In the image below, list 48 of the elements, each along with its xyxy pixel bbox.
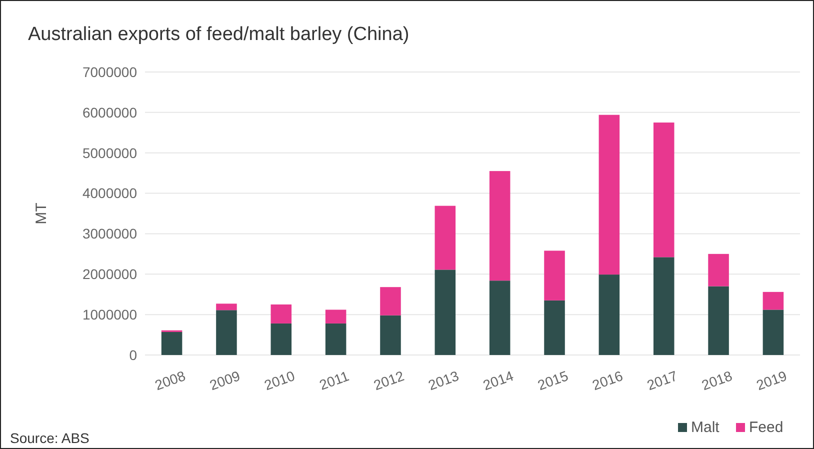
bar <box>762 292 784 310</box>
bar <box>653 257 674 355</box>
y-tick-label: 2000000 <box>82 266 138 282</box>
y-tick-label: 3000000 <box>82 226 138 242</box>
bar <box>598 114 620 275</box>
bar <box>708 286 729 355</box>
x-tick-label: 2013 <box>426 367 462 394</box>
y-tick-label: 0 <box>129 346 138 363</box>
bar <box>216 310 237 355</box>
bar <box>161 332 182 355</box>
x-tick-label: 2011 <box>317 368 352 393</box>
bar <box>653 122 674 258</box>
bar <box>325 323 346 355</box>
source-note: Source: ABS <box>10 430 90 446</box>
bar <box>544 300 565 355</box>
bar <box>762 310 784 355</box>
bar <box>380 315 401 355</box>
x-tick-label: 2008 <box>152 367 188 394</box>
bar <box>434 206 456 270</box>
legend-label: Malt <box>691 419 720 436</box>
x-tick-label: 2016 <box>590 367 626 394</box>
bar <box>270 323 292 355</box>
legend-label: Feed <box>749 419 784 436</box>
x-tick-label: 2012 <box>371 367 406 394</box>
bar <box>489 171 510 281</box>
y-tick-label: 6000000 <box>82 104 138 120</box>
x-tick-label: 2017 <box>644 367 680 394</box>
bar <box>544 250 565 300</box>
bar <box>325 310 346 324</box>
y-axis-title: MT <box>33 202 50 224</box>
y-tick-label: 4000000 <box>82 185 138 202</box>
x-tick-label: 2015 <box>535 367 570 394</box>
bar <box>598 274 620 355</box>
bar <box>434 270 456 355</box>
y-tick-label: 5000000 <box>82 144 138 161</box>
x-tick-label: 2014 <box>480 367 516 394</box>
x-tick-label: 2019 <box>754 367 790 394</box>
chart-title: Australian exports of feed/malt barley (China) <box>28 24 410 45</box>
bar <box>270 304 292 324</box>
x-tick-label: 2018 <box>699 367 734 394</box>
bar <box>489 280 510 355</box>
x-tick-label: 2010 <box>262 367 297 394</box>
x-tick-label: 2009 <box>207 367 242 394</box>
bar <box>708 254 729 286</box>
bar <box>216 304 237 310</box>
y-tick-label: 1000000 <box>82 306 138 322</box>
y-tick-label: 7000000 <box>82 64 138 80</box>
bar <box>380 287 401 316</box>
